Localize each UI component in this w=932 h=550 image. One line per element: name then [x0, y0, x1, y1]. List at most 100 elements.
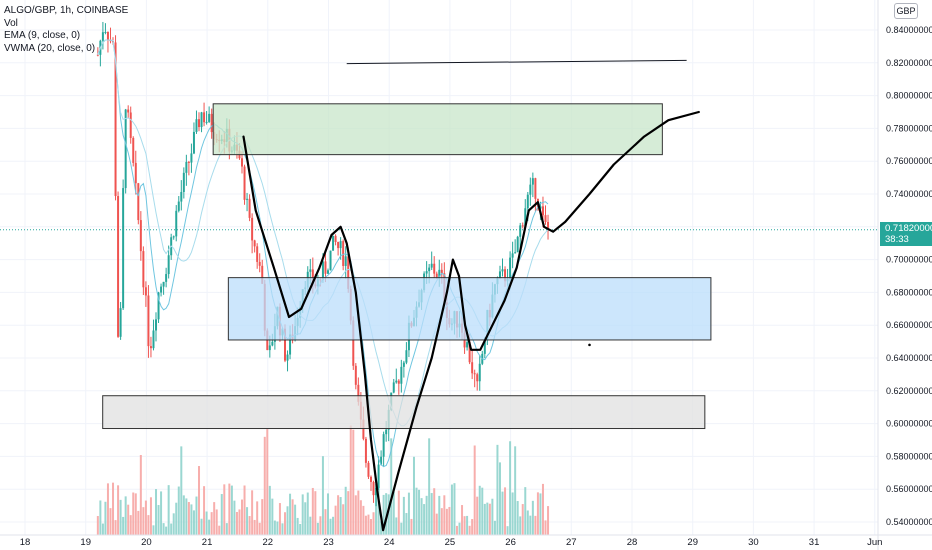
- volume-bar: [344, 486, 347, 535]
- volume-bar: [435, 513, 438, 535]
- volume-bar: [106, 483, 109, 535]
- bar-countdown: 38:33: [885, 234, 909, 245]
- candle-body: [400, 366, 403, 384]
- volume-bar: [407, 492, 410, 535]
- candle-body: [529, 184, 532, 195]
- candle-body: [132, 137, 135, 163]
- volume-bar: [286, 506, 289, 535]
- currency-badge[interactable]: GBP: [894, 3, 918, 19]
- volume-bar: [458, 522, 461, 535]
- resistance-zone: [212, 103, 663, 156]
- price-tick-label: 0.74000000: [886, 189, 932, 199]
- legend-volume[interactable]: Vol: [4, 17, 18, 29]
- candle-body: [271, 341, 274, 346]
- volume-bar: [225, 523, 228, 535]
- volume-bar: [246, 507, 249, 535]
- candle-body: [483, 339, 486, 354]
- candle-body: [514, 252, 517, 254]
- volume-bar: [127, 504, 130, 535]
- candle-body: [428, 267, 431, 272]
- volume-bar: [253, 519, 256, 535]
- time-tick-label: 26: [505, 537, 516, 548]
- volume-bar: [539, 493, 542, 535]
- volume-bar: [529, 515, 532, 535]
- volume-bar: [504, 487, 507, 535]
- legend-symbol[interactable]: ALGO/GBP, 1h, COINBASE: [4, 5, 129, 16]
- candle-body: [362, 419, 365, 439]
- volume-bar: [306, 492, 309, 535]
- volume-bar: [294, 504, 297, 535]
- candle-body: [127, 109, 130, 113]
- time-tick-label: 30: [748, 537, 759, 548]
- volume-bar: [329, 518, 332, 535]
- candle-body: [476, 374, 479, 382]
- candle-body: [109, 40, 112, 42]
- volume-bar: [187, 502, 190, 535]
- volume-bar: [122, 516, 125, 535]
- candle-body: [344, 256, 347, 266]
- volume-bar: [377, 486, 380, 535]
- legend-vwma[interactable]: VWMA (20, close, 0): [4, 42, 96, 54]
- volume-bar: [162, 523, 165, 535]
- volume-bar: [185, 498, 188, 535]
- candle-body: [180, 191, 183, 202]
- volume-bar: [198, 466, 201, 535]
- volume-bar: [410, 518, 413, 535]
- volume-bar: [251, 490, 254, 535]
- volume-bar: [296, 517, 299, 535]
- candle-body: [256, 246, 259, 262]
- candle-body: [375, 487, 378, 496]
- volume-bar: [430, 493, 433, 535]
- candle-body: [155, 319, 158, 331]
- volume-bar: [142, 507, 145, 535]
- volume-bar: [104, 501, 107, 535]
- volume-bar: [210, 512, 213, 535]
- candle-body: [385, 429, 388, 435]
- candle-body: [283, 328, 286, 361]
- candle-body: [466, 342, 469, 348]
- candle-body: [147, 295, 150, 347]
- candle-body: [544, 215, 547, 222]
- price-tick-label: 0.66000000: [886, 320, 932, 330]
- volume-bar: [155, 489, 158, 535]
- volume-bar: [468, 525, 471, 535]
- candle-body: [435, 273, 438, 278]
- price-tick-label: 0.54000000: [886, 517, 932, 527]
- volume-bar: [172, 513, 175, 535]
- volume-bar: [157, 505, 160, 535]
- volume-bar: [124, 496, 127, 535]
- volume-bar: [144, 500, 147, 535]
- volume-bar: [428, 438, 431, 535]
- volume-bar: [203, 486, 206, 535]
- candle-body: [311, 269, 314, 285]
- candle-body: [246, 198, 249, 200]
- legend-ema[interactable]: EMA (9, close, 0): [4, 30, 81, 41]
- time-axis: 18 19 20 21 22 23 24 25 26 27 28 29 30 31 Jun: [20, 537, 883, 548]
- candle-body: [392, 382, 395, 393]
- candle-body: [241, 158, 244, 167]
- candle-body: [243, 166, 246, 200]
- candle-body: [531, 178, 534, 185]
- volume-bar: [281, 523, 284, 535]
- volume-bar: [276, 521, 279, 535]
- volume-bar: [109, 508, 112, 535]
- candle-body: [339, 241, 342, 249]
- chart-legend: ALGO/GBP, 1h, COINBASE Vol EMA (9, close…: [4, 5, 128, 55]
- volume-bar: [506, 526, 509, 535]
- volume-bar: [519, 516, 522, 535]
- candle-body: [195, 119, 198, 132]
- candle-body: [354, 365, 357, 385]
- price-tick-label: 0.62000000: [886, 386, 932, 396]
- volume-bar: [309, 516, 312, 535]
- volume-bar: [165, 526, 168, 535]
- volume-bar: [521, 504, 524, 535]
- volume-bar: [445, 508, 448, 535]
- volume-bar: [443, 495, 446, 535]
- candle-body: [397, 380, 400, 384]
- volume-bar: [316, 522, 319, 535]
- volume-bar: [301, 494, 304, 535]
- volume-bar: [402, 496, 405, 535]
- volume-bar: [324, 509, 327, 535]
- candle-body: [286, 354, 289, 361]
